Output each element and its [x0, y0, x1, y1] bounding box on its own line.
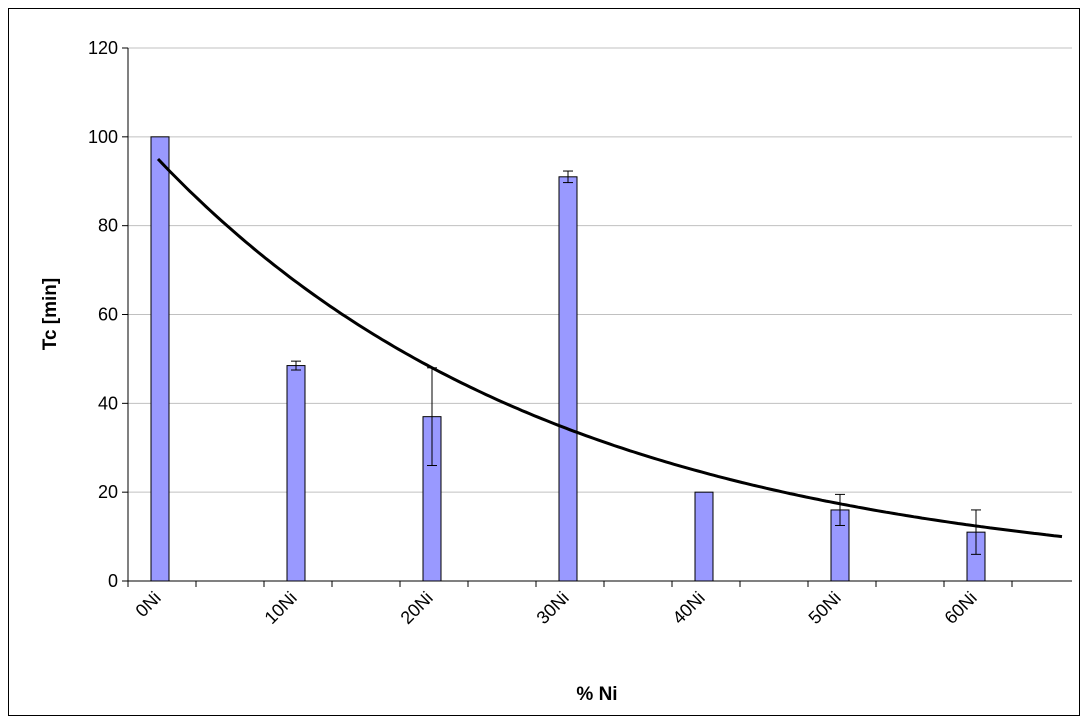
- x-tick-label-40Ni: 40Ni: [669, 588, 709, 628]
- bar-0Ni: [150, 136, 170, 582]
- x-tick-label-50Ni: 50Ni: [805, 588, 845, 628]
- bar-10Ni: [286, 365, 306, 582]
- trend-layer: [156, 157, 1063, 539]
- chart-frame: [8, 8, 1080, 716]
- axis-layer: [122, 47, 1072, 587]
- y-tick-label: 120: [88, 38, 118, 58]
- x-tick-label-30Ni: 30Ni: [533, 588, 573, 628]
- x-tick-label-10Ni: 10Ni: [261, 588, 301, 628]
- y-tick-label: 20: [98, 482, 118, 502]
- bar-30Ni: [558, 176, 578, 582]
- y-tick-label: 100: [88, 127, 118, 147]
- bar-40Ni: [694, 491, 714, 582]
- y-tick-label: 0: [108, 571, 118, 591]
- y-tick-label: 40: [98, 393, 118, 413]
- y-axis-title: Tc [min]: [40, 278, 61, 350]
- y-tick-label: 80: [98, 216, 118, 236]
- x-tick-label-20Ni: 20Ni: [397, 588, 437, 628]
- y-tick-label: 60: [98, 305, 118, 325]
- x-axis-title: % Ni: [576, 684, 617, 705]
- x-tick-label-0Ni: 0Ni: [132, 588, 165, 621]
- x-tick-label-60Ni: 60Ni: [941, 588, 981, 628]
- error-layer: [291, 170, 981, 555]
- bar-layer: [150, 136, 986, 582]
- trendline: [156, 157, 1063, 539]
- grid-layer: [128, 47, 1072, 493]
